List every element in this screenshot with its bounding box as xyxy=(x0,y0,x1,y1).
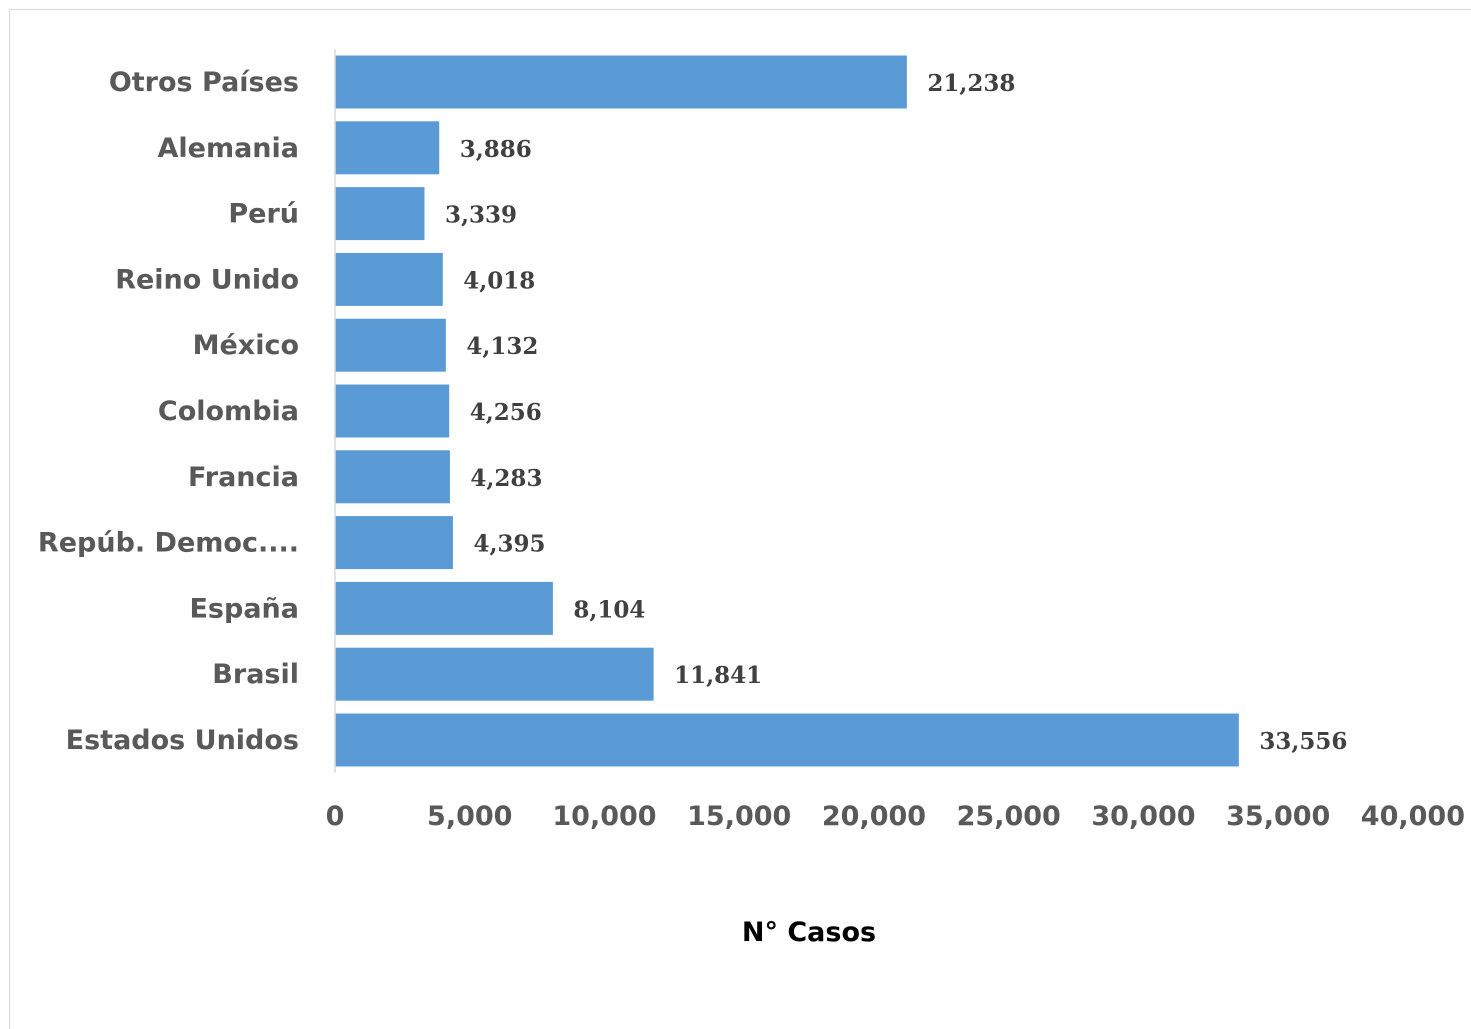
category-label-8: España xyxy=(189,593,299,624)
bar-9 xyxy=(334,646,655,702)
x-tick-label-4: 20,000 xyxy=(822,801,926,832)
data-label-8: 8,104 xyxy=(573,596,645,623)
bar-7 xyxy=(334,515,454,571)
x-tick-label-5: 25,000 xyxy=(957,801,1061,832)
category-labels-layer: Otros Países Alemania Perú Reino Unido Méxic… xyxy=(38,67,299,756)
data-label-2: 3,339 xyxy=(445,202,517,229)
bar-6 xyxy=(334,449,451,505)
category-label-2: Perú xyxy=(228,199,299,230)
x-tick-label-0: 0 xyxy=(326,801,345,832)
bar-1 xyxy=(334,120,441,176)
x-tick-label-7: 35,000 xyxy=(1226,801,1330,832)
category-label-7: Repúb. Democ.... xyxy=(38,528,299,559)
x-axis-title: N° Casos xyxy=(742,917,876,948)
data-label-1: 3,886 xyxy=(460,136,532,163)
x-tick-labels-layer: 0 5,000 10,000 15,000 20,000 25,000 30,000 35,0… xyxy=(326,801,1465,832)
category-label-4: México xyxy=(193,330,299,361)
category-label-9: Brasil xyxy=(212,659,299,690)
bar-0 xyxy=(334,54,908,110)
bar-10 xyxy=(334,712,1240,768)
bar-5 xyxy=(334,383,451,439)
category-label-0: Otros Países xyxy=(109,67,299,98)
data-label-3: 4,018 xyxy=(463,267,535,294)
data-label-4: 4,132 xyxy=(466,333,538,360)
x-tick-label-8: 40,000 xyxy=(1361,801,1465,832)
category-label-1: Alemania xyxy=(157,133,299,164)
x-tick-label-2: 10,000 xyxy=(552,801,656,832)
data-label-10: 33,556 xyxy=(1259,728,1347,755)
data-label-5: 4,256 xyxy=(470,399,542,426)
x-tick-label-6: 30,000 xyxy=(1091,801,1195,832)
bar-4 xyxy=(334,317,447,373)
x-tick-label-3: 15,000 xyxy=(687,801,791,832)
data-labels-layer: 21,238 3,886 3,339 4,018 4,132 4,256 4,283 4,39… xyxy=(445,70,1347,755)
bar-8 xyxy=(334,580,554,636)
category-label-6: Francia xyxy=(188,462,299,493)
category-label-10: Estados Unidos xyxy=(66,725,299,756)
data-label-7: 4,395 xyxy=(473,531,545,558)
x-tick-label-1: 5,000 xyxy=(427,801,512,832)
data-label-6: 4,283 xyxy=(470,465,542,492)
data-label-0: 21,238 xyxy=(927,70,1015,97)
bars-layer xyxy=(334,54,1240,768)
category-label-3: Reino Unido xyxy=(115,264,299,295)
bar-3 xyxy=(334,251,444,307)
data-label-9: 11,841 xyxy=(674,662,762,689)
chart-frame xyxy=(9,9,1471,1029)
category-label-5: Colombia xyxy=(158,396,299,427)
bar-2 xyxy=(334,186,426,242)
